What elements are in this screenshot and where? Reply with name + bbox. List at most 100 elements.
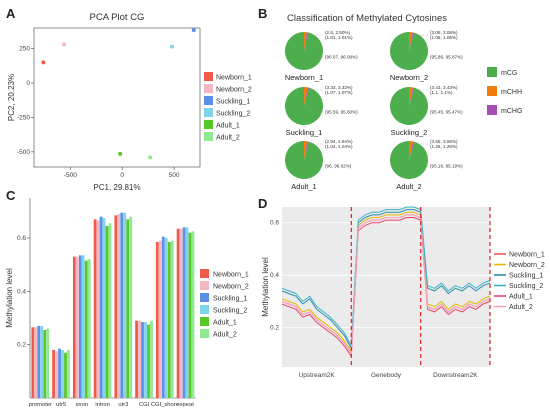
bar-legend-swatch (200, 293, 209, 302)
profile-line-adult_1 (281, 217, 491, 359)
bar-cgi-newborn_1 (135, 320, 138, 398)
bar-y-axis-label: Methylation level (5, 268, 14, 328)
bar-intron-suckling_2 (102, 218, 106, 398)
bar-legend-label: Suckling_1 (213, 296, 247, 303)
pca-point-newborn_2 (62, 42, 67, 47)
pie-slice-mcg (389, 141, 428, 180)
pie-label-mchh: (3.06, 3.08%) (430, 30, 458, 35)
bar-utr5-adult_1 (64, 352, 67, 398)
pie-slice-mchg (409, 32, 414, 51)
bar-intron-newborn_1 (93, 219, 97, 398)
methylation-profile-panel: 0.2 0.4 0.6 Methylation level Upstream2K Gene… (261, 206, 545, 379)
pie-label-mchg: (1.05, 1.05%) (430, 35, 458, 40)
pie-label-mcg: (95.45, 95.47%) (430, 110, 463, 115)
pie-label-mcg: (95.86, 95.87%) (430, 55, 463, 60)
bar-cgi-newborn_2 (138, 320, 141, 398)
pie-label-mchg: (1.04, 1.04%) (325, 144, 353, 149)
bar-category-label: exon (76, 402, 89, 408)
pie-slice-mchh (304, 87, 308, 106)
bar-y-tick-label: 0.2 (17, 342, 26, 349)
bar-cgi-shore-newborn_2 (158, 240, 162, 398)
pie-label-mchh: (2.94, 2.94%) (325, 139, 353, 144)
pca-y-tick-label: 250 (19, 46, 30, 53)
pca-legend-swatch (204, 84, 213, 93)
bar-intron-adult_1 (105, 226, 109, 398)
pie-slice-mchg (304, 32, 309, 51)
bar-repeat-adult_2 (191, 231, 195, 398)
bar-legend-label: Suckling_2 (213, 308, 247, 315)
bar-exon-newborn_2 (75, 256, 79, 398)
pca-point-adult_1 (118, 151, 123, 156)
pie-slice-mchg (304, 141, 309, 160)
bar-utr3-adult_2 (129, 216, 133, 398)
pie-label-mchh: (3.43, 3.43%) (430, 85, 458, 90)
pca-y-axis-label: PC2, 20.23% (7, 74, 16, 121)
bar-utr3-suckling_2 (123, 212, 127, 398)
pca-legend-swatch (204, 132, 213, 141)
bar-legend-label: Newborn_2 (213, 284, 249, 291)
panel-label-d: D (258, 196, 268, 211)
pca-legend-label: Suckling_1 (216, 99, 250, 106)
profile-region-label: Genebody (371, 372, 402, 379)
profile-legend-label: Suckling_1 (509, 273, 543, 280)
bar-promoter-adult_2 (46, 328, 50, 398)
bar-promoter-adult_1 (43, 330, 47, 398)
bar-intron-newborn_2 (96, 220, 100, 398)
panel-label-c: C (6, 188, 16, 203)
bar-legend-label: Adult_2 (213, 332, 237, 339)
pie-sample-name: Newborn_2 (390, 73, 428, 82)
pca-legend-swatch (204, 120, 213, 129)
pie-slice-mchh (409, 141, 414, 160)
pca-point-suckling_1 (191, 28, 196, 33)
pie-slice-mchg (409, 141, 415, 160)
bar-repeat-suckling_1 (182, 227, 186, 398)
pie-slice-mchh (304, 141, 308, 160)
profile-plot-background (282, 207, 490, 367)
pie-legend-label: mCHH (501, 89, 522, 96)
pca-legend-label: Adult_1 (216, 123, 240, 130)
pca-x-axis-label: PC1, 29.81% (93, 183, 140, 192)
pie-slice-mchg (304, 87, 310, 106)
bar-promoter-suckling_2 (40, 326, 44, 398)
profile-line-newborn_2 (281, 211, 491, 353)
pca-point-newborn_1 (41, 60, 46, 65)
bar-cgi-adult_1 (147, 324, 150, 398)
bar-exon-adult_1 (84, 260, 88, 398)
bar-promoter-newborn_1 (31, 327, 35, 398)
bar-promoter-newborn_2 (34, 327, 38, 398)
pca-legend-swatch (204, 108, 213, 117)
pca-legend-label: Newborn_1 (216, 75, 252, 82)
pca-scatter-panel: PCA Plot CG -500 0 500 -500 -250 0 250 PC1, 29.8… (7, 12, 252, 192)
pca-point-suckling_2 (169, 44, 174, 49)
profile-line-suckling_2 (281, 206, 491, 348)
bar-legend-swatch (200, 329, 209, 338)
bar-promoter-suckling_1 (37, 326, 41, 398)
pca-y-tick-label: -250 (17, 114, 30, 121)
methylation-pie-panel: Classification of Methylated Cytosines (2… (285, 13, 523, 191)
profile-line-suckling_1 (281, 209, 491, 351)
bar-category-label: CGI (139, 402, 150, 408)
pie-panel-title: Classification of Methylated Cytosines (287, 13, 447, 24)
bar-category-label: utr3 (118, 402, 128, 408)
pca-x-tick-label: 500 (169, 172, 180, 179)
bar-legend-swatch (200, 281, 209, 290)
methylation-bar-panel: 0.2 0.4 0.6 Methylation level promoter utr5 ex… (5, 198, 249, 408)
pca-y-tick-label: 0 (26, 80, 30, 87)
bar-exon-adult_2 (87, 259, 91, 398)
pie-slice-mcg (389, 32, 428, 70)
bar-legend-label: Newborn_1 (213, 272, 249, 279)
pca-x-tick-label: 0 (120, 172, 124, 179)
bar-y-tick-label: 0.6 (17, 235, 26, 242)
pca-legend-swatch (204, 96, 213, 105)
pca-title: PCA Plot CG (90, 12, 145, 23)
pca-y-tick-label: -500 (17, 149, 30, 156)
bar-utr5-adult_2 (67, 350, 70, 398)
bar-repeat-newborn_2 (179, 228, 183, 398)
pca-legend-label: Adult_2 (216, 135, 240, 142)
bar-cgi-shore-suckling_1 (161, 236, 165, 398)
profile-legend-label: Adult_1 (509, 294, 533, 301)
bar-category-label: CGI_shore (151, 402, 179, 408)
pie-label-mchh: (3.33, 3.33%) (325, 85, 353, 90)
profile-y-tick-label: 0.2 (270, 325, 279, 332)
pie-slice-mchh (409, 32, 413, 51)
